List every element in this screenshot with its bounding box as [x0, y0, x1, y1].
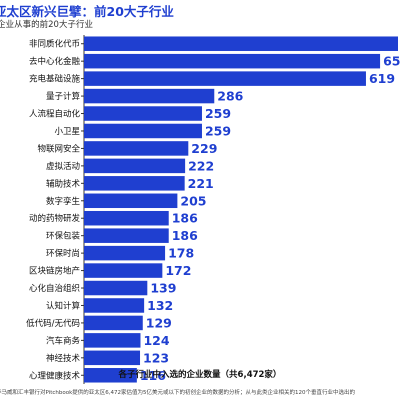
category-label: 认知计算: [46, 300, 81, 311]
category-label: 低代码/无代码: [26, 318, 80, 329]
bar: [84, 228, 169, 243]
category-label: 环保包装: [46, 231, 81, 242]
category-label: 神经技术: [46, 353, 81, 364]
bar: [84, 298, 145, 313]
category-label: 物联网安全: [37, 143, 80, 154]
bar: [84, 176, 185, 191]
value-label: 123: [143, 350, 169, 365]
category-label: 汽车商务: [46, 335, 81, 346]
bar: [84, 88, 215, 104]
bar: [84, 36, 398, 51]
category-label: 心化自治组织: [29, 283, 80, 294]
value-label: 229: [191, 141, 217, 156]
bar: [84, 245, 166, 261]
x-axis-label: 各子行业中入选的企业数量（共6,472家）: [118, 370, 282, 380]
value-label: 178: [168, 246, 194, 261]
category-label: 数字孪生: [46, 196, 81, 207]
category-label: 心理健康技术: [29, 370, 81, 381]
category-label: 虚拟活动: [46, 161, 81, 172]
value-label: 259: [205, 106, 231, 121]
bar: [84, 368, 137, 383]
bar: [84, 315, 143, 331]
category-label: 辅助技术: [46, 178, 81, 189]
category-label: 动的药物研发: [29, 213, 81, 224]
bar: [84, 210, 169, 226]
bar: [84, 71, 366, 86]
chart-title: 亚太区新兴巨擘：前20大子行业: [0, 4, 174, 19]
bar: [84, 53, 381, 69]
bar: [84, 106, 202, 121]
value-label: 222: [188, 158, 214, 173]
bar: [84, 333, 141, 348]
bar: [84, 123, 202, 139]
bar: [84, 263, 163, 278]
value-label: 124: [143, 333, 169, 348]
value-label: 650: [383, 54, 400, 69]
value-label: 129: [146, 315, 172, 330]
value-label: 221: [188, 176, 214, 191]
value-label: 139: [150, 281, 176, 296]
category-label: 区块链房地产: [29, 266, 80, 277]
category-label: 充电基础设施: [29, 74, 81, 85]
bar: [84, 141, 189, 156]
category-label: 去中心化金融: [29, 56, 81, 67]
value-label: 172: [165, 263, 191, 278]
value-label: 116: [140, 368, 166, 383]
value-label: 205: [180, 193, 206, 208]
bar: [84, 158, 186, 174]
value-label: 132: [147, 298, 173, 313]
bar: [84, 350, 141, 366]
bar: [84, 280, 148, 296]
value-label: 259: [205, 123, 231, 138]
chart-subtitle: P企业从事的前20大子行业: [0, 20, 93, 30]
category-label: 非同质化代币: [29, 39, 80, 50]
category-label: 量子计算: [46, 91, 81, 102]
value-label: 619: [369, 71, 395, 86]
value-label: 286: [217, 89, 243, 104]
value-label: 186: [172, 211, 198, 226]
bar: [84, 193, 178, 209]
category-label: 环保时尚: [46, 248, 80, 259]
value-label: 186: [172, 228, 198, 243]
category-label: 人流程自动化: [29, 109, 81, 120]
category-label: 小卫星: [54, 126, 80, 137]
footnote: 毕马威和汇丰银行对Pitchbook提供的亚太区6,472家估值为5亿美元或以下…: [0, 390, 356, 396]
